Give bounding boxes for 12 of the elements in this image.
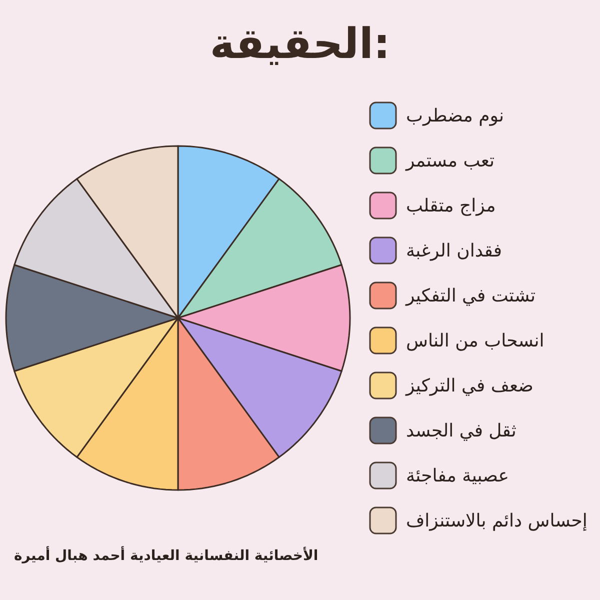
legend-label: مزاج متقلب	[406, 196, 496, 216]
legend-label: انسحاب من الناس	[406, 330, 544, 352]
legend-label: فقدان الرغبة	[406, 240, 502, 262]
credit-note: الأخصائية النفسانية العيادية أحمد هبال أميرة	[14, 548, 318, 564]
legend-label: إحساس دائم بالاستنزاف	[406, 510, 588, 532]
legend-label: تشتت في التفكير	[406, 286, 536, 306]
legend-label: تعب مستمر	[406, 150, 495, 172]
legend-label: عصبية مفاجئة	[406, 466, 510, 486]
legend-label: ثقل في الجسد	[406, 420, 516, 442]
legend-label: ضعف في التركيز	[406, 376, 534, 396]
chart-title: الحقيقة:	[210, 19, 390, 68]
legend-label: نوم مضطرب	[406, 106, 504, 126]
